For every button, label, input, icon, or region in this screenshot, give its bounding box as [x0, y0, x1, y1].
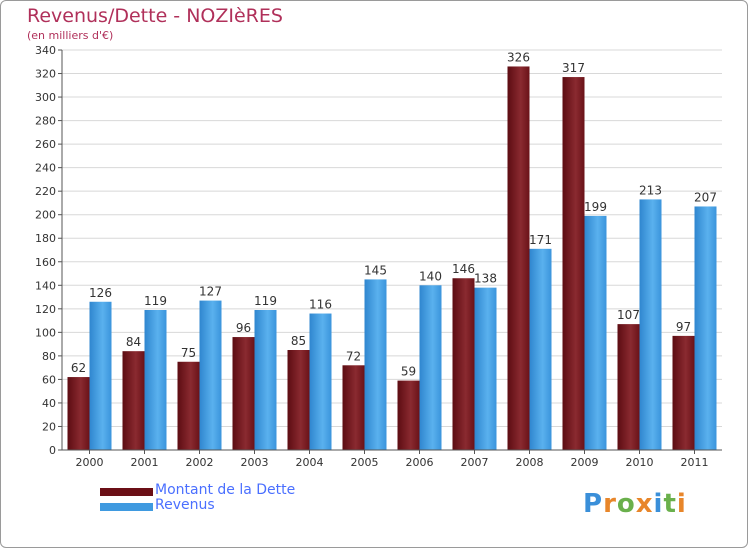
data-label: 119	[144, 294, 167, 308]
bar-revenus	[694, 206, 717, 450]
data-label: 72	[346, 349, 361, 363]
data-label: 140	[419, 269, 442, 283]
bar-revenus	[144, 310, 167, 450]
bar-revenus	[89, 301, 112, 450]
legend-swatch-dette	[100, 488, 153, 496]
grid-lines	[62, 49, 722, 451]
bar-revenus	[364, 279, 387, 450]
x-tick-label: 2003	[241, 456, 269, 469]
x-tick-label: 2004	[296, 456, 324, 469]
logo-letter: P	[583, 489, 604, 519]
y-tick-label: 60	[42, 373, 56, 386]
x-tick-label: 2007	[461, 456, 489, 469]
chart-subtitle: (en milliers d'€)	[27, 29, 114, 42]
data-label: 171	[529, 233, 552, 247]
y-tick-label: 160	[35, 256, 56, 269]
x-tick-label: 2000	[76, 456, 104, 469]
bar-dette	[122, 351, 145, 450]
y-tick-label: 340	[35, 44, 56, 57]
axes: 0 20 40 60 80 100 120 140 160 180 200 220 240 260 280 3…	[35, 44, 722, 469]
data-label: 146	[452, 262, 475, 276]
y-tick-label: 180	[35, 232, 56, 245]
bar-dette	[232, 337, 255, 450]
x-tick-label: 2010	[626, 456, 654, 469]
logo-letter: o	[616, 489, 636, 519]
data-label: 127	[199, 285, 222, 299]
data-label: 138	[474, 272, 497, 286]
chart-title: Revenus/Dette - NOZIèRES	[27, 5, 283, 27]
data-label: 116	[309, 298, 332, 312]
bar-revenus	[309, 313, 332, 450]
x-tick-label: 2002	[186, 456, 214, 469]
x-tick-label: 2005	[351, 456, 379, 469]
bar-dette	[67, 377, 90, 450]
data-label: 326	[507, 50, 530, 64]
y-tick-label: 140	[35, 279, 56, 292]
y-tick-label: 20	[42, 420, 56, 433]
data-label: 145	[364, 263, 387, 277]
data-label: 84	[126, 335, 141, 349]
logo-letter: r	[603, 489, 617, 519]
data-label: 119	[254, 294, 277, 308]
bar-revenus	[584, 215, 607, 450]
y-tick-label: 80	[42, 350, 56, 363]
legend-swatch-revenus	[100, 503, 153, 511]
bars	[67, 66, 717, 451]
x-tick-label: 2008	[516, 456, 544, 469]
logo-letter: i	[653, 489, 664, 519]
data-label: 199	[584, 200, 607, 214]
legend-label-dette: Montant de la Dette	[155, 482, 296, 498]
y-tick-label: 300	[35, 91, 56, 104]
bar-revenus	[419, 285, 442, 450]
x-tick-label: 2001	[131, 456, 159, 469]
bar-dette	[672, 335, 695, 450]
x-tick-label: 2006	[406, 456, 434, 469]
logo-letter: i	[676, 489, 687, 519]
bar-dette	[177, 361, 200, 450]
y-tick-label: 100	[35, 326, 56, 339]
y-tick-label: 0	[49, 444, 56, 457]
data-label: 107	[617, 308, 640, 322]
logo-letter: x	[635, 489, 654, 519]
bar-revenus	[529, 248, 552, 450]
data-label: 75	[181, 346, 196, 360]
data-label: 126	[89, 286, 112, 300]
data-labels: 6212684119751279611985116721455914014613…	[71, 50, 717, 378]
data-label: 213	[639, 183, 662, 197]
data-label: 59	[401, 365, 416, 379]
bar-dette	[562, 77, 585, 450]
bar-dette	[342, 365, 365, 450]
y-tick-label: 260	[35, 138, 56, 151]
legend-label-revenus: Revenus	[155, 497, 215, 513]
y-tick-label: 40	[42, 397, 56, 410]
bar-dette	[617, 324, 640, 450]
bar-revenus	[474, 287, 497, 450]
data-label: 207	[694, 190, 717, 204]
bar-dette	[397, 380, 420, 450]
bar-dette	[452, 278, 475, 450]
x-tick-label: 2011	[681, 456, 709, 469]
x-tick-label: 2009	[571, 456, 599, 469]
y-tick-label: 120	[35, 303, 56, 316]
y-tick-label: 240	[35, 162, 56, 175]
y-tick-label: 220	[35, 185, 56, 198]
data-label: 85	[291, 334, 306, 348]
y-tick-label: 320	[35, 68, 56, 81]
y-tick-label: 200	[35, 209, 56, 222]
data-label: 96	[236, 321, 251, 335]
bar-revenus	[639, 199, 662, 450]
data-label: 317	[562, 61, 585, 75]
y-tick-label: 280	[35, 115, 56, 128]
bar-revenus	[199, 300, 222, 450]
proxiti-logo: Proxiti	[583, 489, 687, 519]
bar-dette	[287, 350, 310, 450]
data-label: 62	[71, 361, 86, 375]
bar-dette	[507, 66, 530, 451]
data-label: 97	[676, 320, 691, 334]
bar-revenus	[254, 310, 277, 450]
logo-letter: t	[663, 489, 677, 519]
